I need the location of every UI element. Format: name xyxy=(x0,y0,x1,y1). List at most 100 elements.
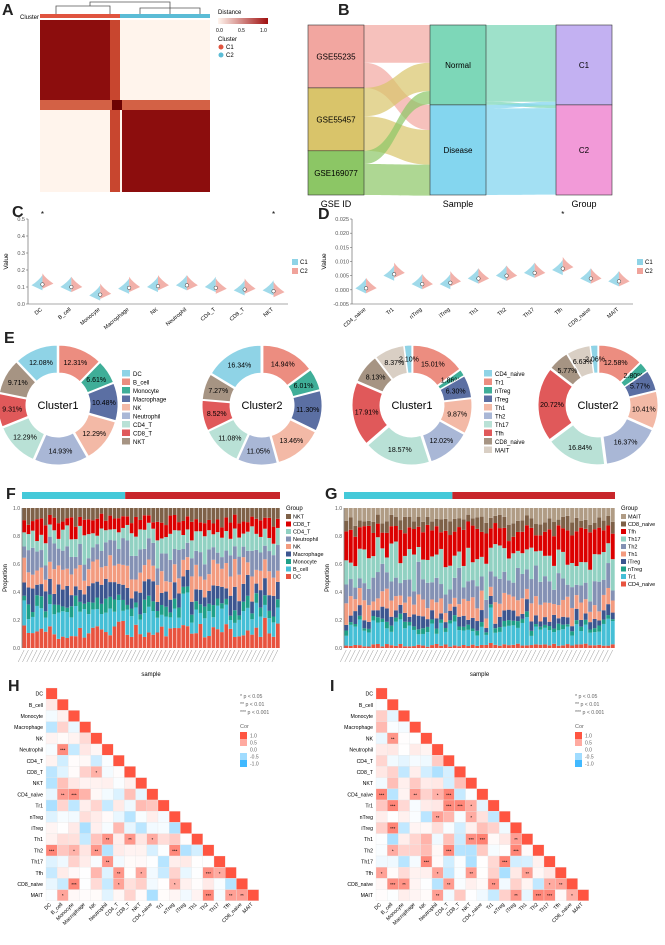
corr-significance: *** xyxy=(480,837,486,842)
bar-segment-itreg xyxy=(375,610,380,618)
bar-segment-cd8_naive xyxy=(466,514,471,522)
legend-swatch-tfh xyxy=(621,529,626,534)
bar-segment-cd4_t xyxy=(215,532,220,553)
bar-segment-cd4_t xyxy=(125,524,130,541)
sankey-node-label: C2 xyxy=(579,146,590,155)
bar-segment-neutrophil xyxy=(267,551,272,572)
corr-significance: * xyxy=(437,871,439,876)
bar-segment-ntreg xyxy=(606,615,611,619)
bar-segment-nk xyxy=(56,565,61,585)
x-tick-label-line xyxy=(502,649,510,663)
corr-cell xyxy=(113,777,125,789)
donut-slice-itreg xyxy=(623,370,657,398)
bar-segment-neutrophil xyxy=(82,564,87,581)
bar-segment-nk xyxy=(39,567,44,585)
bar-segment-tr1 xyxy=(362,630,367,647)
bar-segment-nkt xyxy=(142,508,147,516)
corr-cell xyxy=(409,732,421,745)
bar-segment-th2 xyxy=(565,584,570,597)
corr-cell xyxy=(387,777,399,789)
distance-tick-1: 0.5 xyxy=(238,28,245,34)
bar-segment-monocyte xyxy=(65,607,69,612)
bar-segment-b_cell xyxy=(35,605,39,632)
bar-segment-th2 xyxy=(371,577,376,602)
corr-cell xyxy=(157,811,170,823)
bar-segment-tfh xyxy=(583,528,588,563)
bar-segment-th2 xyxy=(606,563,611,588)
corr-cell xyxy=(68,822,80,834)
corr-cell xyxy=(409,743,421,756)
legend-swatch-cd8_t xyxy=(286,521,291,527)
legend-cor-tick: -0.5 xyxy=(250,755,259,761)
corr-col-label: nTreg xyxy=(493,902,507,916)
bar-segment-th2 xyxy=(502,571,507,593)
bar-segment-itreg xyxy=(592,618,597,629)
corr-cell xyxy=(398,732,410,745)
bar-segment-mait xyxy=(529,508,534,519)
bar-segment-cd8_naive xyxy=(461,519,466,530)
bar-segment-dc xyxy=(108,635,112,648)
bar-segment-nk xyxy=(194,564,198,590)
bar-segment-th2 xyxy=(552,589,556,605)
bar-segment-itreg xyxy=(407,616,412,622)
bar-segment-nk xyxy=(254,569,259,584)
bar-segment-nk xyxy=(190,576,194,602)
corr-cell xyxy=(409,766,421,778)
corr-cell xyxy=(45,878,58,890)
bar-segment-tfh xyxy=(547,529,552,556)
bar-segment-tr1 xyxy=(375,622,380,644)
bar-segment-macrophage xyxy=(52,593,57,605)
corr-cell xyxy=(375,777,388,789)
bar-segment-tfh xyxy=(601,530,606,553)
cluster-bar-c1 xyxy=(40,14,120,18)
bar-segment-neutrophil xyxy=(254,549,259,570)
bar-segment-itreg xyxy=(506,609,511,621)
bar-segment-tr1 xyxy=(425,632,430,647)
bar-segment-nkt xyxy=(82,508,87,520)
bar-segment-th17 xyxy=(610,559,615,591)
bar-segment-th2 xyxy=(574,584,579,596)
donut-slice-label: 6.30% xyxy=(446,388,466,395)
corr-significance: *** xyxy=(49,848,55,853)
bar-segment-nk xyxy=(202,579,207,598)
distance-tick-0: 0.0 xyxy=(216,28,223,34)
corr-cell xyxy=(431,777,444,789)
bar-segment-mait xyxy=(353,508,358,526)
y-tick-label: 0.005 xyxy=(335,274,349,280)
donut-slice-nkt xyxy=(201,373,236,403)
bar-segment-th1 xyxy=(570,607,575,627)
corr-cell xyxy=(375,889,388,901)
bar-segment-tfh xyxy=(425,524,430,560)
bar-segment-cd4_naive xyxy=(506,645,511,648)
x-tick-label-line xyxy=(39,649,46,663)
bar-segment-th2 xyxy=(529,579,534,604)
bar-segment-tr1 xyxy=(606,618,611,646)
violin-c1 xyxy=(262,280,274,296)
donut-slice-label: 12.02% xyxy=(429,438,453,445)
bar-segment-ntreg xyxy=(579,626,584,632)
donut-slice-mait xyxy=(375,345,408,381)
corr-cell xyxy=(375,743,388,756)
legend-label-b_cell: B_cell xyxy=(293,567,308,573)
bar-segment-tr1 xyxy=(403,628,407,647)
bar-segment-nkt xyxy=(65,508,69,519)
bar-segment-nkt xyxy=(43,508,48,526)
bar-segment-macrophage xyxy=(172,582,177,599)
bar-segment-cd4_naive xyxy=(606,645,611,648)
corr-cell xyxy=(476,822,489,834)
x-tick-label: Th1 xyxy=(469,307,480,318)
x-tick-label-line xyxy=(376,649,383,663)
legend-swatch-itreg xyxy=(484,395,492,402)
violin-median-point xyxy=(532,270,537,275)
corr-cell xyxy=(443,855,455,868)
violin-median-point xyxy=(40,282,45,287)
bar-segment-th17 xyxy=(430,556,435,583)
legend-title: Group xyxy=(286,506,303,512)
bar-segment-nk xyxy=(276,570,280,582)
bar-segment-dc xyxy=(78,627,82,648)
bar-segment-tr1 xyxy=(452,621,457,646)
bar-segment-th17 xyxy=(493,544,498,577)
bar-segment-itreg xyxy=(574,608,579,621)
bar-segment-neutrophil xyxy=(185,542,190,558)
